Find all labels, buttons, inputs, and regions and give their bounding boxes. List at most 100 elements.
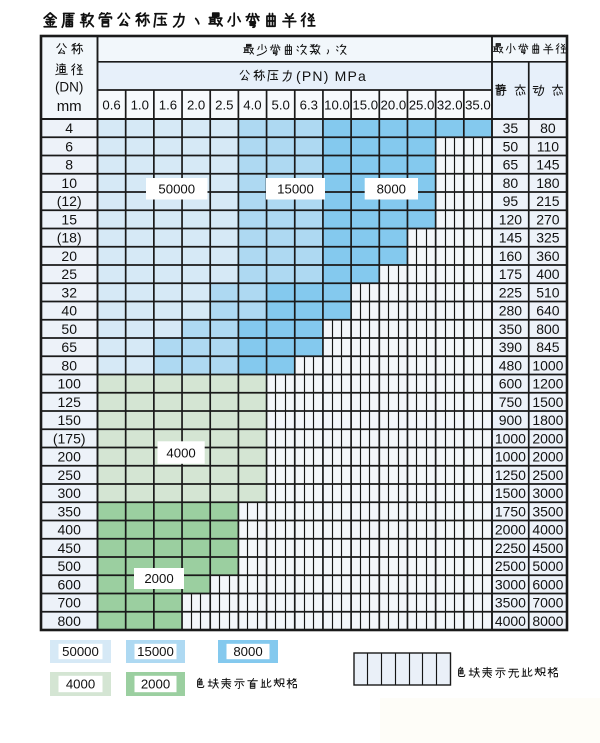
svg-text:1.6: 1.6 [159, 97, 177, 112]
svg-text:480: 480 [499, 357, 523, 373]
svg-text:1000: 1000 [495, 430, 526, 446]
svg-text:0.6: 0.6 [102, 97, 120, 112]
svg-text:4000: 4000 [495, 613, 526, 629]
svg-text:(DN): (DN) [55, 79, 84, 94]
svg-text:4000: 4000 [532, 522, 563, 538]
svg-text:mm: mm [57, 98, 82, 115]
svg-text:4000: 4000 [66, 677, 95, 692]
svg-text:50: 50 [61, 321, 77, 337]
svg-text:390: 390 [499, 339, 523, 355]
svg-text:3000: 3000 [532, 485, 563, 501]
svg-text:8000: 8000 [233, 644, 262, 659]
svg-text:8000: 8000 [532, 613, 563, 629]
svg-text:750: 750 [499, 394, 523, 410]
svg-text:2000: 2000 [495, 522, 526, 538]
svg-text:2000: 2000 [144, 571, 173, 586]
svg-text:50: 50 [503, 138, 519, 154]
svg-text:80: 80 [503, 175, 519, 191]
svg-text:5.0: 5.0 [271, 97, 289, 112]
svg-text:1000: 1000 [532, 357, 563, 373]
svg-text:600: 600 [499, 376, 523, 392]
svg-text:2.5: 2.5 [215, 97, 233, 112]
svg-text:600: 600 [58, 576, 82, 592]
svg-text:1500: 1500 [532, 394, 563, 410]
svg-text:10: 10 [61, 175, 77, 191]
svg-text:(12): (12) [57, 193, 82, 209]
svg-text:215: 215 [536, 193, 560, 209]
svg-text:250: 250 [58, 467, 82, 483]
svg-text:32: 32 [61, 284, 77, 300]
svg-text:6000: 6000 [532, 576, 563, 592]
svg-text:640: 640 [536, 303, 560, 319]
svg-text:7000: 7000 [532, 595, 563, 611]
svg-text:2000: 2000 [141, 677, 170, 692]
svg-text:3500: 3500 [532, 503, 563, 519]
svg-text:270: 270 [536, 211, 560, 227]
svg-text:125: 125 [58, 394, 82, 410]
svg-text:10.0: 10.0 [324, 97, 350, 112]
svg-text:8000: 8000 [377, 181, 406, 196]
svg-text:25.0: 25.0 [409, 97, 435, 112]
svg-text:(18): (18) [57, 230, 82, 246]
svg-text:120: 120 [499, 211, 523, 227]
svg-text:15.0: 15.0 [352, 97, 378, 112]
svg-text:350: 350 [499, 321, 523, 337]
svg-text:450: 450 [58, 540, 82, 556]
svg-text:1750: 1750 [495, 503, 526, 519]
svg-text:510: 510 [536, 284, 560, 300]
svg-text:50000: 50000 [62, 644, 99, 659]
svg-text:145: 145 [536, 157, 560, 173]
svg-text:3500: 3500 [495, 595, 526, 611]
svg-text:110: 110 [537, 138, 560, 154]
svg-text:20.0: 20.0 [381, 97, 407, 112]
svg-text:3000: 3000 [495, 576, 526, 592]
svg-text:(PN) MPa: (PN) MPa [296, 68, 367, 84]
svg-text:100: 100 [58, 376, 82, 392]
svg-text:4.0: 4.0 [243, 97, 261, 112]
svg-text:2250: 2250 [495, 540, 526, 556]
svg-text:1800: 1800 [532, 412, 563, 428]
svg-text:2500: 2500 [495, 558, 526, 574]
svg-text:50000: 50000 [158, 181, 195, 196]
svg-text:1250: 1250 [495, 467, 526, 483]
svg-text:8: 8 [65, 157, 73, 173]
svg-text:300: 300 [58, 485, 82, 501]
svg-text:15: 15 [61, 211, 77, 227]
svg-text:2000: 2000 [532, 430, 563, 446]
svg-text:65: 65 [503, 157, 519, 173]
svg-text:35.0: 35.0 [465, 97, 491, 112]
svg-text:145: 145 [499, 230, 523, 246]
svg-text:6.3: 6.3 [300, 97, 318, 112]
svg-text:2.0: 2.0 [187, 97, 205, 112]
svg-text:95: 95 [503, 193, 519, 209]
svg-text:4500: 4500 [532, 540, 563, 556]
svg-text:400: 400 [536, 266, 560, 282]
svg-text:35: 35 [503, 120, 519, 136]
svg-text:1500: 1500 [495, 485, 526, 501]
svg-text:15000: 15000 [277, 181, 314, 196]
svg-text:500: 500 [58, 558, 82, 574]
svg-text:40: 40 [61, 303, 77, 319]
svg-text:65: 65 [61, 339, 77, 355]
svg-text:280: 280 [499, 303, 523, 319]
svg-text:1000: 1000 [495, 449, 526, 465]
svg-text:15000: 15000 [137, 644, 174, 659]
svg-text:80: 80 [61, 357, 77, 373]
svg-text:350: 350 [58, 503, 82, 519]
svg-text:5000: 5000 [532, 558, 563, 574]
svg-text:800: 800 [58, 613, 82, 629]
svg-text:2500: 2500 [532, 467, 563, 483]
svg-text:20: 20 [61, 248, 77, 264]
svg-text:175: 175 [499, 266, 523, 282]
svg-text:1.0: 1.0 [131, 97, 149, 112]
svg-text:4: 4 [65, 120, 73, 136]
svg-text:80: 80 [540, 120, 556, 136]
svg-text:150: 150 [58, 412, 82, 428]
svg-text:700: 700 [58, 595, 82, 611]
svg-text:900: 900 [499, 412, 523, 428]
svg-text:200: 200 [58, 449, 82, 465]
svg-text:325: 325 [536, 230, 560, 246]
svg-text:32.0: 32.0 [437, 97, 463, 112]
svg-text:225: 225 [499, 284, 523, 300]
svg-text:360: 360 [536, 248, 560, 264]
